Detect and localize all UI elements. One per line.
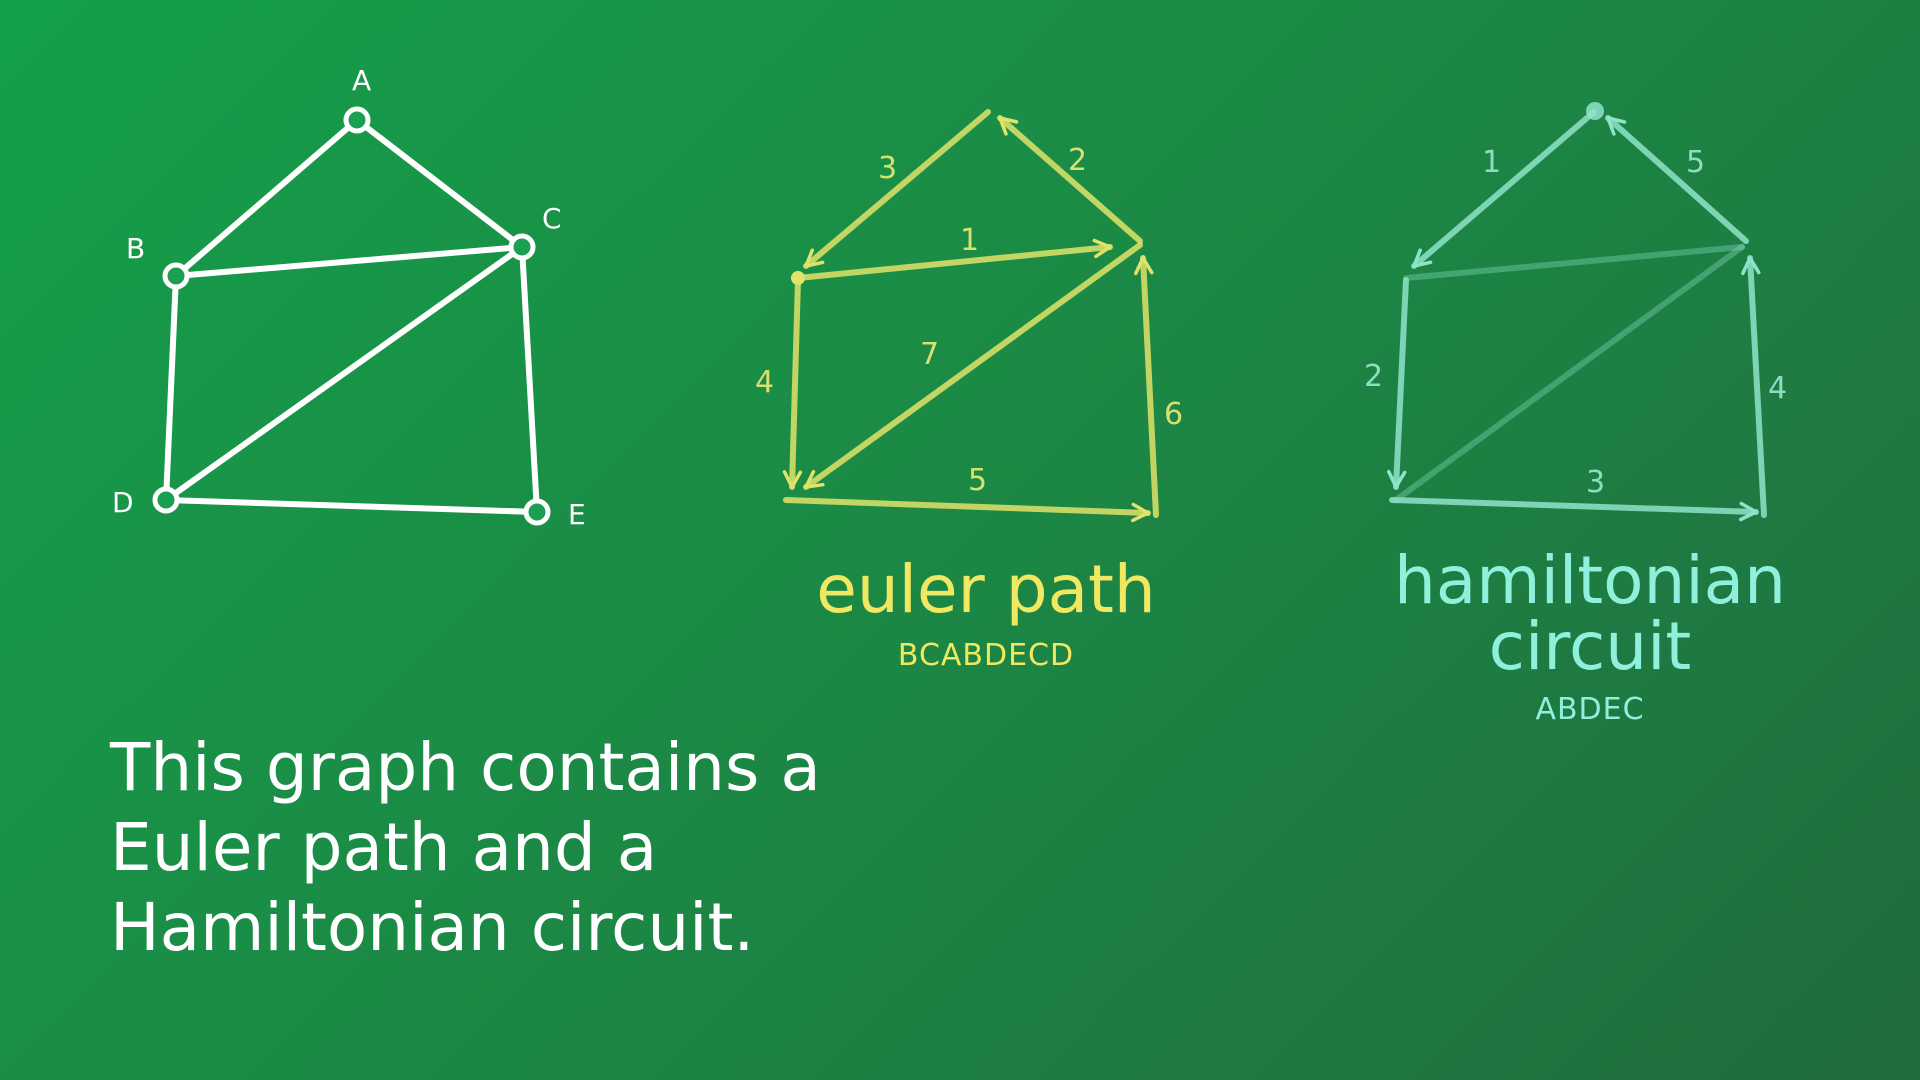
euler-edge-label-7: 7 [920, 337, 939, 372]
vertex-label-a: A [352, 64, 371, 97]
statement-line-1: This graph contains a [110, 729, 821, 806]
vertex-e [523, 498, 551, 526]
ham-edge-label-3: 3 [1586, 465, 1605, 500]
euler-edge-label-4: 4 [755, 365, 774, 400]
vertex-c [508, 233, 536, 261]
edge-c-e [519, 244, 540, 515]
hamiltonian-circuit-title: hamiltonian circuit [1340, 548, 1840, 680]
ham-unused-edge-b-c [1403, 244, 1745, 281]
edge-a-b [173, 117, 360, 279]
euler-edge-label-1: 1 [960, 223, 979, 258]
hamiltonian-edge-labels: 1 2 3 4 5 [1364, 145, 1787, 500]
statement-line-2: Euler path and a [110, 809, 658, 886]
euler-path-title: euler path [816, 551, 1156, 628]
edge-c-d [163, 244, 525, 503]
ham-edge-label-5: 5 [1686, 145, 1705, 180]
vertex-label-b: B [126, 232, 145, 265]
hamiltonian-title-line1: hamiltonian [1394, 542, 1786, 619]
ham-edge-label-2: 2 [1364, 359, 1383, 394]
vertex-label-e: E [568, 498, 586, 531]
ham-edge-label-1: 1 [1482, 145, 1501, 180]
vertex-label-d: D [112, 486, 134, 519]
euler-edge-6 [1134, 255, 1159, 518]
edge-d-e [163, 497, 540, 515]
euler-path-sequence: BCABDECD [897, 638, 1075, 673]
vertex-a [343, 106, 371, 134]
hamiltonian-circuit-sequence: ABDEC [1535, 692, 1645, 727]
euler-graph [782, 109, 1159, 523]
ham-unused-edge-c-d [1393, 244, 1745, 503]
vertex-d [152, 486, 180, 514]
statement-text: This graph contains a Euler path and a H… [110, 728, 870, 968]
vertex-label-c: C [542, 202, 562, 235]
ham-start-dot [1586, 102, 1604, 120]
euler-edge-2 [997, 115, 1143, 244]
euler-edge-4 [782, 277, 803, 490]
euler-edge-label-6: 6 [1164, 397, 1183, 432]
vertex-b [162, 262, 190, 290]
euler-edge-label-2: 2 [1068, 143, 1087, 178]
ham-edge-2 [1386, 277, 1409, 490]
ham-edge-4 [1741, 255, 1767, 518]
euler-start-dot [791, 271, 805, 285]
hamiltonian-title-line2: circuit [1488, 608, 1692, 685]
base-graph: A B C D E [112, 64, 586, 531]
ham-edge-5 [1605, 115, 1749, 244]
euler-edge-7 [803, 242, 1143, 490]
statement-line-3: Hamiltonian circuit. [110, 889, 755, 966]
edge-b-d [163, 273, 179, 503]
hamiltonian-graph [1386, 102, 1767, 522]
euler-edge-labels: 1 2 3 4 5 6 7 [755, 143, 1183, 498]
euler-edge-3 [803, 109, 991, 269]
euler-edge-label-5: 5 [968, 463, 987, 498]
ham-edge-label-4: 4 [1768, 371, 1787, 406]
edge-b-c [173, 244, 525, 279]
ham-edge-3 [1389, 497, 1759, 522]
ham-edge-1 [1411, 109, 1597, 269]
euler-edge-1 [795, 238, 1113, 281]
edge-a-c [354, 117, 525, 250]
euler-edge-5 [783, 497, 1151, 523]
euler-edge-label-3: 3 [878, 151, 897, 186]
